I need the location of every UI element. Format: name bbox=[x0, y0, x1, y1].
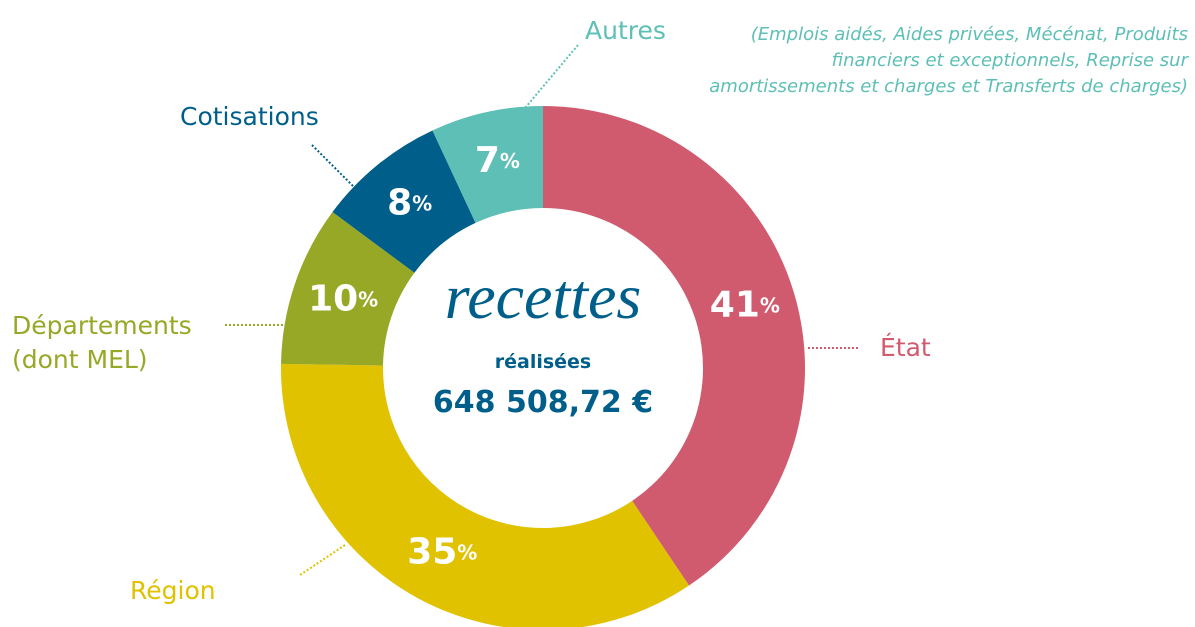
value-number: 10 bbox=[308, 278, 358, 319]
value-number: 41 bbox=[710, 285, 760, 326]
value-label: 8% bbox=[387, 183, 432, 224]
value-label: 7% bbox=[475, 140, 520, 181]
donut-segment bbox=[281, 363, 689, 627]
leader-line bbox=[514, 44, 579, 121]
value-unit: % bbox=[500, 148, 520, 172]
donut-segment bbox=[432, 106, 543, 223]
leader-line bbox=[311, 144, 356, 189]
value-number: 7 bbox=[475, 140, 500, 181]
value-unit: % bbox=[412, 191, 432, 215]
value-label: 35% bbox=[407, 531, 477, 572]
value-unit: % bbox=[760, 293, 780, 317]
leader-line bbox=[299, 544, 346, 576]
legend-label: Région bbox=[130, 576, 216, 605]
annotation: (Emplois aidés, Aides privées, Mécénat, … bbox=[709, 24, 1188, 97]
center-title: recettes bbox=[445, 261, 642, 332]
value-label: 10% bbox=[308, 278, 378, 319]
center-total: 648 508,72 € bbox=[433, 385, 653, 420]
legend-label: Cotisations bbox=[180, 102, 319, 131]
value-unit: % bbox=[358, 287, 378, 311]
legend-label: État bbox=[880, 333, 931, 362]
ring bbox=[281, 106, 805, 627]
value-unit: % bbox=[457, 540, 477, 564]
donut-segment bbox=[332, 130, 476, 273]
donut-segment bbox=[543, 106, 805, 586]
legend-label: Autres bbox=[585, 16, 666, 45]
legend-label: Départements (dont MEL) bbox=[12, 311, 192, 374]
value-label: 41% bbox=[710, 285, 780, 326]
donut-segment bbox=[281, 212, 415, 366]
value-number: 8 bbox=[387, 183, 412, 224]
center-subtitle: réalisées bbox=[495, 351, 592, 373]
value-number: 35 bbox=[407, 531, 457, 572]
